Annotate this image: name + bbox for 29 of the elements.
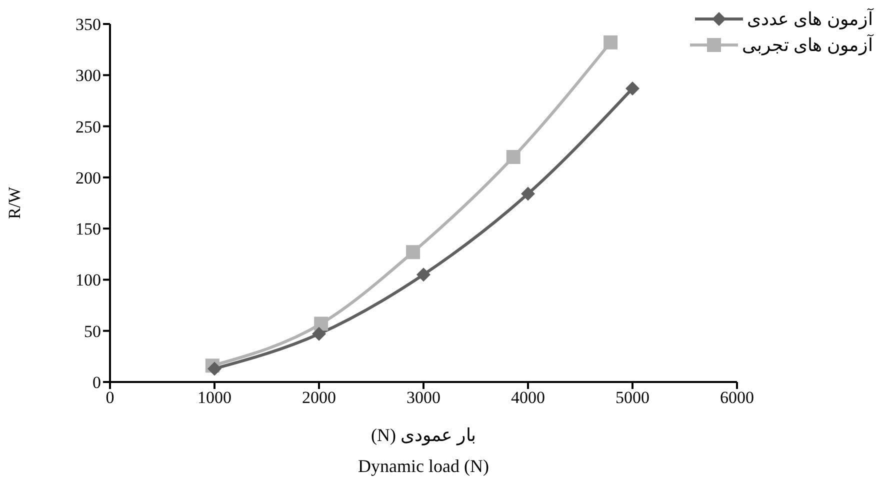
point: [416, 268, 430, 282]
point: [506, 150, 520, 164]
point: [208, 362, 222, 376]
y-tick-label: 350: [76, 15, 101, 34]
y-tick-label: 50: [84, 322, 101, 341]
y-tick-label: 300: [76, 66, 101, 86]
point: [312, 326, 326, 341]
x-tick-label: 6000: [720, 388, 754, 408]
y-tick-label: 200: [76, 168, 101, 188]
text: Dynamic load (N): [357, 456, 490, 477]
x-tick-label: 0: [106, 388, 114, 408]
point: [521, 186, 535, 201]
y-tick-label: 0: [92, 373, 101, 392]
y-tick-label: 250: [76, 117, 101, 136]
point: [626, 81, 640, 96]
x-tick-label: 3000: [406, 388, 440, 408]
x-tick-label: 1000: [198, 388, 232, 408]
x-tick-label: 5000: [616, 388, 650, 408]
x-axis-title: بار عمودی (N): [371, 425, 476, 445]
x-tick-label: 2000: [302, 388, 336, 408]
y-tick-label: 150: [76, 220, 101, 239]
point: [406, 245, 420, 260]
legend-label: آزمون های عددی: [747, 8, 873, 30]
y-tick-label: 100: [76, 270, 101, 290]
legend-label: آزمون های تجربی: [742, 34, 873, 56]
x-tick-label: 4000: [511, 388, 545, 408]
y-axis-title: R/W: [5, 186, 24, 220]
point: [314, 316, 328, 331]
point: [604, 35, 618, 50]
